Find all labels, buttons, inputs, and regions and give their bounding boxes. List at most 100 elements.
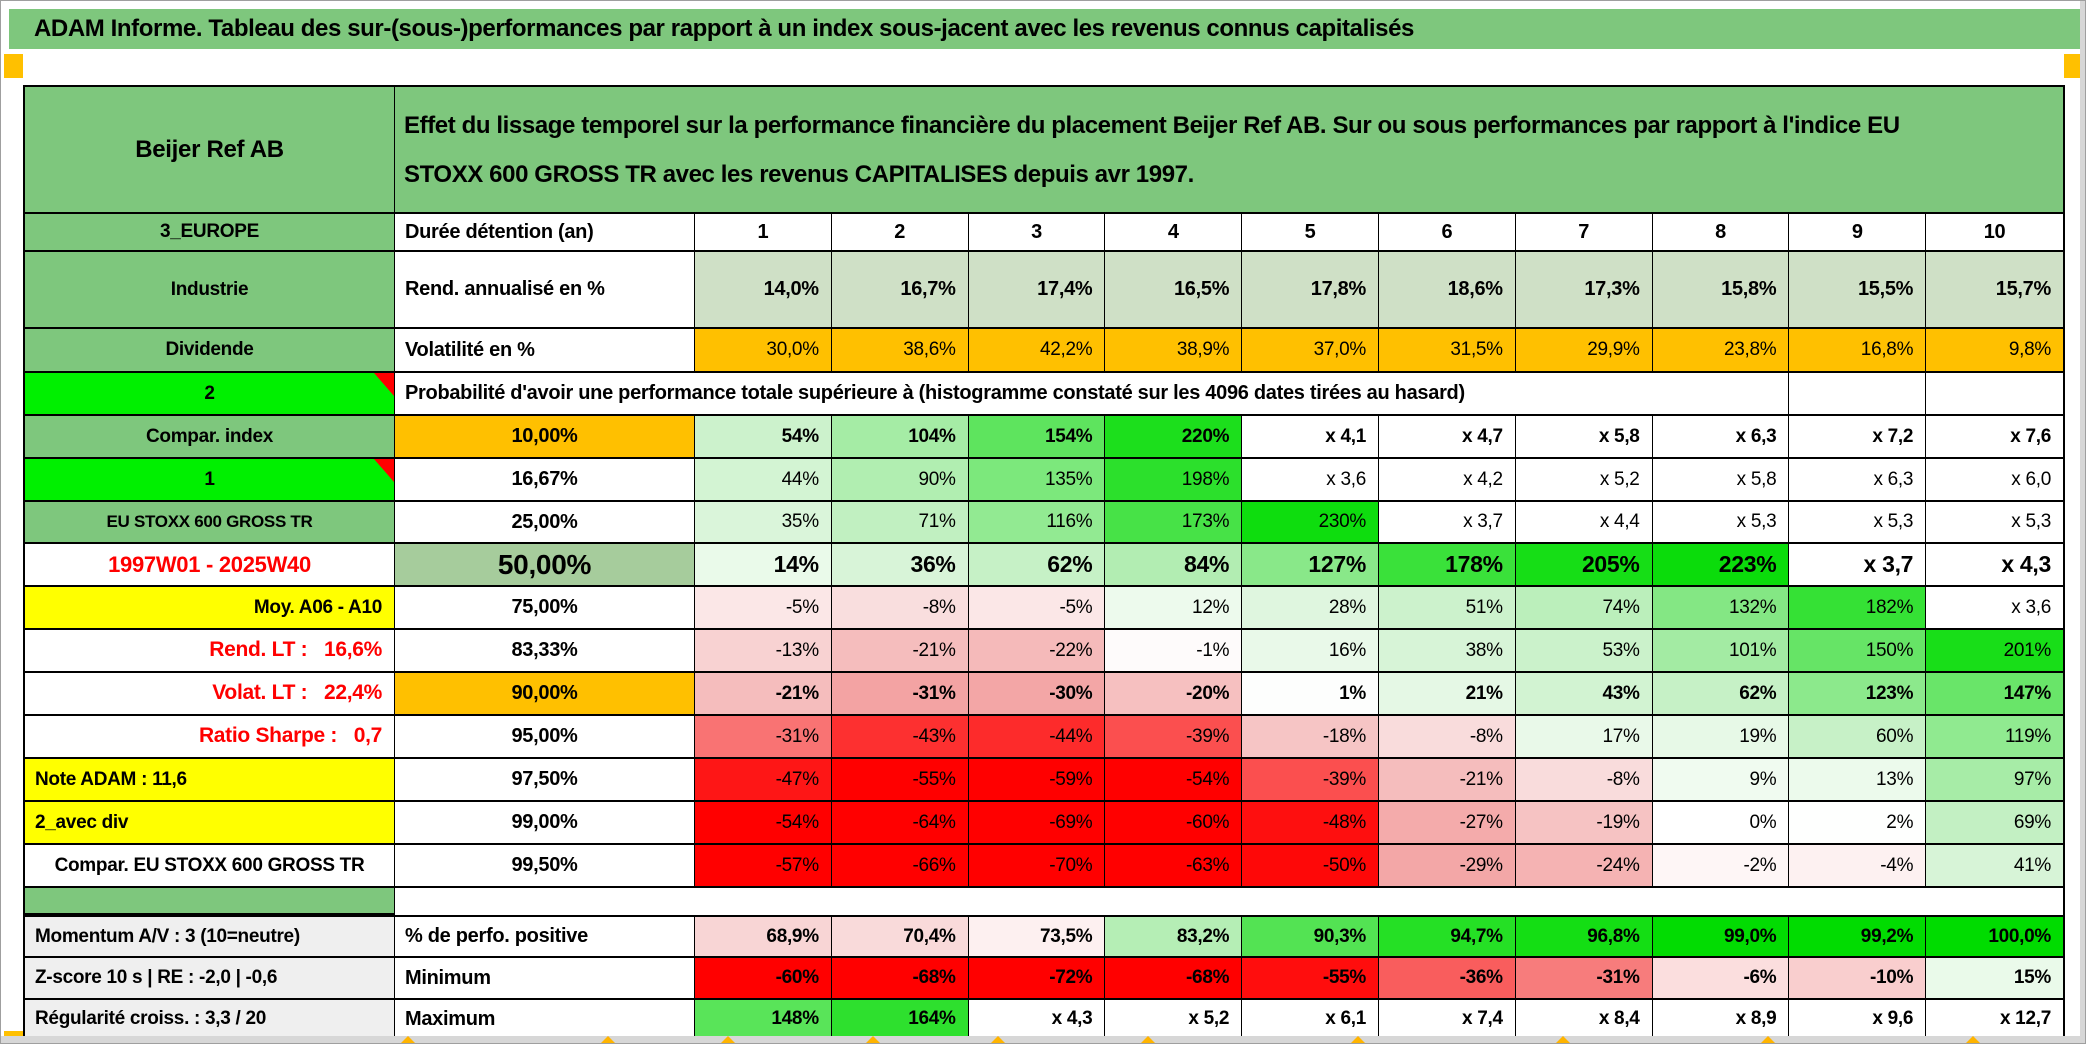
- row-label-cell[interactable]: Z-score 10 s | RE : -2,0 | -0,6: [25, 958, 395, 1000]
- data-cell[interactable]: x 4,7: [1378, 416, 1516, 459]
- data-cell[interactable]: 44%: [695, 459, 832, 502]
- row-label-cell[interactable]: Note ADAM : 11,6: [25, 759, 395, 802]
- data-cell[interactable]: 29,9%: [1515, 329, 1653, 373]
- data-cell[interactable]: 96,8%: [1515, 915, 1653, 958]
- data-cell[interactable]: -8%: [831, 587, 969, 630]
- data-cell[interactable]: -60%: [695, 958, 832, 1000]
- data-cell[interactable]: 2: [831, 214, 969, 252]
- data-cell[interactable]: x 5,2: [1105, 1000, 1243, 1040]
- row-label-cell[interactable]: Dividende: [25, 329, 395, 373]
- data-cell[interactable]: 164%: [831, 1000, 969, 1040]
- data-cell[interactable]: 150%: [1789, 630, 1927, 673]
- data-cell[interactable]: -48%: [1242, 802, 1379, 845]
- data-cell[interactable]: 69%: [1926, 802, 2063, 845]
- data-cell[interactable]: -31%: [831, 673, 969, 716]
- data-cell[interactable]: -1%: [1105, 630, 1243, 673]
- row-header-cell[interactable]: 25,00%: [395, 502, 695, 544]
- data-cell[interactable]: -50%: [1242, 845, 1379, 888]
- data-cell[interactable]: -8%: [1515, 759, 1653, 802]
- data-cell[interactable]: x 6,3: [1652, 416, 1790, 459]
- data-cell[interactable]: 62%: [1652, 673, 1790, 716]
- data-cell[interactable]: -57%: [695, 845, 832, 888]
- data-cell[interactable]: x 5,3: [1652, 502, 1790, 544]
- row-label-cell[interactable]: Ratio Sharpe : 0,7: [25, 716, 395, 759]
- data-cell[interactable]: -20%: [1105, 673, 1243, 716]
- data-cell[interactable]: 19%: [1652, 716, 1790, 759]
- merged-header-cell[interactable]: Probabilité d'avoir une performance tota…: [395, 373, 1790, 416]
- data-cell[interactable]: -4%: [1789, 845, 1927, 888]
- row-header-cell[interactable]: 75,00%: [395, 587, 695, 630]
- row-label-cell[interactable]: 1997W01 - 2025W40: [25, 544, 395, 587]
- row-header-cell[interactable]: 10,00%: [395, 416, 695, 459]
- data-cell[interactable]: -36%: [1378, 958, 1516, 1000]
- data-cell[interactable]: 99,2%: [1789, 915, 1927, 958]
- data-cell[interactable]: 16,8%: [1789, 329, 1927, 373]
- data-cell[interactable]: x 5,3: [1926, 502, 2063, 544]
- data-cell[interactable]: -72%: [968, 958, 1106, 1000]
- data-cell[interactable]: 135%: [968, 459, 1106, 502]
- data-cell[interactable]: -59%: [968, 759, 1106, 802]
- data-cell[interactable]: x 5,2: [1515, 459, 1653, 502]
- data-cell[interactable]: 37,0%: [1242, 329, 1379, 373]
- data-cell[interactable]: 17,8%: [1242, 252, 1379, 329]
- row-label-cell[interactable]: EU STOXX 600 GROSS TR: [25, 502, 395, 544]
- data-cell[interactable]: 1: [695, 214, 832, 252]
- row-header-cell[interactable]: Durée détention (an): [395, 214, 695, 252]
- data-cell[interactable]: x 3,6: [1926, 587, 2063, 630]
- data-cell[interactable]: x 3,7: [1378, 502, 1516, 544]
- data-cell[interactable]: 51%: [1378, 587, 1516, 630]
- data-cell[interactable]: 15%: [1926, 958, 2063, 1000]
- row-header-cell[interactable]: 50,00%: [395, 544, 695, 587]
- data-cell[interactable]: 14,0%: [695, 252, 832, 329]
- data-cell[interactable]: 90%: [831, 459, 969, 502]
- data-cell[interactable]: x 5,8: [1652, 459, 1790, 502]
- description-cell[interactable]: Effet du lissage temporel sur la perform…: [395, 87, 2063, 214]
- data-cell[interactable]: -5%: [968, 587, 1106, 630]
- data-cell[interactable]: x 6,0: [1926, 459, 2063, 502]
- data-cell[interactable]: 90,3%: [1242, 915, 1379, 958]
- data-cell[interactable]: 23,8%: [1652, 329, 1790, 373]
- row-label-cell[interactable]: Compar. EU STOXX 600 GROSS TR: [25, 845, 395, 888]
- data-cell[interactable]: x 6,3: [1789, 459, 1927, 502]
- security-name-cell[interactable]: Beijer Ref AB: [25, 87, 395, 214]
- row-header-cell[interactable]: Maximum: [395, 1000, 695, 1040]
- data-cell[interactable]: 178%: [1378, 544, 1516, 587]
- data-cell[interactable]: 220%: [1105, 416, 1243, 459]
- data-cell[interactable]: 0%: [1652, 802, 1790, 845]
- data-cell[interactable]: -55%: [1242, 958, 1379, 1000]
- data-cell[interactable]: 173%: [1105, 502, 1243, 544]
- data-cell[interactable]: 4: [1105, 214, 1243, 252]
- row-header-cell[interactable]: 83,33%: [395, 630, 695, 673]
- empty-cell[interactable]: [1926, 373, 2063, 416]
- row-label-cell[interactable]: 3_EUROPE: [25, 214, 395, 252]
- row-header-cell[interactable]: 95,00%: [395, 716, 695, 759]
- row-label-cell[interactable]: Volat. LT : 22,4%: [25, 673, 395, 716]
- data-cell[interactable]: 116%: [968, 502, 1106, 544]
- data-cell[interactable]: -66%: [831, 845, 969, 888]
- data-cell[interactable]: 5: [1242, 214, 1379, 252]
- row-header-cell[interactable]: % de perfo. positive: [395, 915, 695, 958]
- data-cell[interactable]: 42,2%: [968, 329, 1106, 373]
- data-cell[interactable]: 148%: [695, 1000, 832, 1040]
- data-cell[interactable]: -55%: [831, 759, 969, 802]
- data-cell[interactable]: 97%: [1926, 759, 2063, 802]
- data-cell[interactable]: 182%: [1789, 587, 1927, 630]
- row-label-cell[interactable]: 2: [25, 373, 395, 416]
- data-cell[interactable]: 62%: [968, 544, 1106, 587]
- data-cell[interactable]: -21%: [1378, 759, 1516, 802]
- data-cell[interactable]: 99,0%: [1652, 915, 1790, 958]
- data-cell[interactable]: x 4,4: [1515, 502, 1653, 544]
- data-cell[interactable]: 17%: [1515, 716, 1653, 759]
- data-cell[interactable]: x 7,6: [1926, 416, 2063, 459]
- row-label-cell[interactable]: 2_avec div: [25, 802, 395, 845]
- data-cell[interactable]: 71%: [831, 502, 969, 544]
- data-cell[interactable]: x 4,2: [1378, 459, 1516, 502]
- data-cell[interactable]: x 12,7: [1926, 1000, 2063, 1040]
- data-cell[interactable]: 43%: [1515, 673, 1653, 716]
- data-cell[interactable]: -60%: [1105, 802, 1243, 845]
- data-cell[interactable]: 104%: [831, 416, 969, 459]
- data-cell[interactable]: -13%: [695, 630, 832, 673]
- empty-cell[interactable]: [1789, 373, 1927, 416]
- data-cell[interactable]: -24%: [1515, 845, 1653, 888]
- data-cell[interactable]: 9: [1789, 214, 1927, 252]
